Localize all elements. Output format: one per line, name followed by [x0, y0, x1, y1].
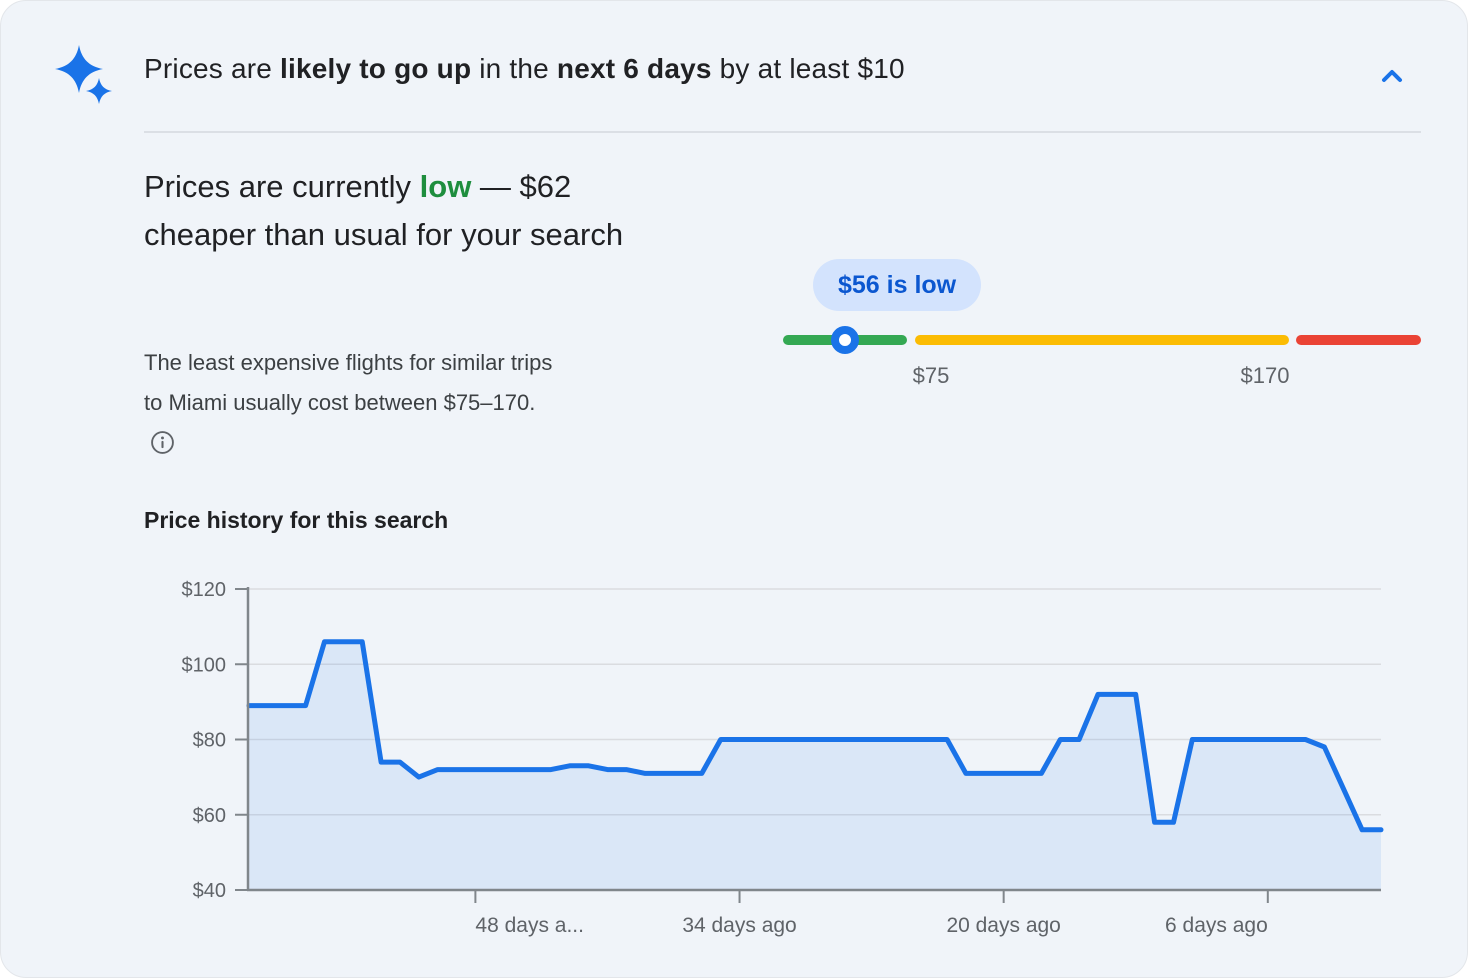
y-tick-label: $80	[193, 730, 226, 752]
x-tick-label: 34 days ago	[682, 914, 796, 937]
y-tick-label: $40	[193, 880, 226, 902]
gemini-sparkle-icon	[55, 45, 112, 104]
header-divider	[144, 131, 1421, 133]
collapse-button[interactable]	[1371, 55, 1413, 97]
price-range-slider	[783, 326, 1421, 354]
usual-price-text: The least expensive flights for similar …	[144, 343, 554, 463]
range-low-label: $75	[912, 363, 950, 388]
headline-part: Prices are currently	[144, 169, 420, 204]
typical-range-segment	[915, 335, 1289, 345]
insights-title: Prices are likely to go up in the next 6…	[144, 53, 905, 85]
price-level-headline: Prices are currently low — $62 cheaper t…	[144, 163, 644, 259]
title-part-bold: likely to go up	[280, 53, 472, 84]
y-tick-label: $120	[182, 579, 227, 601]
high-range-segment	[1296, 335, 1421, 345]
usual-price-sentence: The least expensive flights for similar …	[144, 350, 553, 415]
title-part-bold: next 6 days	[556, 53, 712, 84]
x-tick-label: 48 days a...	[475, 914, 584, 937]
headline-part: — $62 cheaper than usual for your search	[144, 169, 624, 252]
title-part: by at least $10	[711, 53, 905, 84]
price-line	[246, 639, 1384, 833]
current-price-marker[interactable]	[831, 326, 859, 354]
title-part: Prices are	[144, 53, 281, 84]
range-high-label: $170	[1240, 363, 1290, 388]
price-level-word: low	[419, 169, 472, 204]
chevron-up-icon	[1382, 70, 1402, 82]
y-tick-label: $100	[182, 654, 227, 676]
price-tooltip: $56 is low	[813, 259, 982, 323]
chart-title: Price history for this search	[144, 507, 449, 533]
x-tick-label: 6 days ago	[1165, 914, 1268, 937]
tooltip-label: $56 is low	[838, 271, 957, 299]
y-tick-label: $60	[193, 805, 226, 827]
price-area-fill	[249, 641, 1381, 890]
info-icon[interactable]	[150, 430, 175, 455]
title-part: in the	[471, 53, 557, 84]
x-tick-label: 20 days ago	[946, 914, 1060, 937]
